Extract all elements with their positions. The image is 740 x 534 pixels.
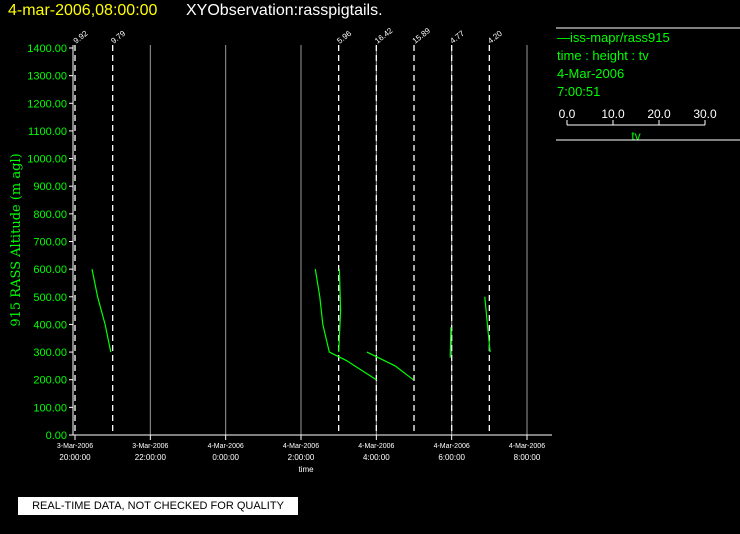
date-time-title: 4-mar-2006,08:00:00 bbox=[8, 2, 158, 19]
profile-value-label: 9.92 bbox=[72, 29, 90, 46]
legend-series: —iss-mapr/rass915 bbox=[557, 30, 670, 45]
data-profile-line bbox=[314, 269, 377, 381]
x-tick-date-label: 3-Mar-2006 bbox=[57, 443, 93, 450]
x-tick-date-label: 4-Mar-2006 bbox=[358, 443, 394, 450]
y-tick-label: 800.00 bbox=[33, 209, 67, 221]
axes-layer bbox=[72, 45, 552, 436]
legend-date: 4-Mar-2006 bbox=[557, 66, 625, 81]
y-tick-label: 300.00 bbox=[33, 347, 67, 359]
profile-value-label: 4.77 bbox=[448, 29, 466, 46]
data-profile-line bbox=[91, 268, 112, 353]
legend-scale-ticks: 0.0 10.0 20.0 30.0 tv bbox=[559, 107, 717, 143]
data-profile-line bbox=[366, 351, 414, 381]
x-tick-date-label: 3-Mar-2006 bbox=[132, 443, 168, 450]
y-tick-label: 1100.00 bbox=[28, 126, 67, 138]
quality-note: REAL-TIME DATA, NOT CHECKED FOR QUALITY bbox=[18, 497, 298, 515]
y-tick-label: 900.00 bbox=[33, 181, 67, 193]
data-profile-line bbox=[484, 296, 491, 353]
profile-value-label: 4.20 bbox=[486, 29, 504, 46]
x-tick-date-label: 4-Mar-2006 bbox=[208, 443, 244, 450]
x-tick-time-label: 4:00:00 bbox=[363, 453, 390, 462]
y-tick-label: 600.00 bbox=[33, 264, 67, 276]
legend-series-swatch: — bbox=[557, 30, 570, 45]
y-tick-label: 1400.00 bbox=[27, 43, 67, 55]
x-axis-title: time bbox=[298, 465, 314, 474]
profile-value-label: 16.42 bbox=[373, 26, 395, 46]
x-tick-time-label: 2:00:00 bbox=[288, 453, 315, 462]
legend-series-label: iss-mapr/rass915 bbox=[570, 30, 670, 45]
y-tick-label: 500.00 bbox=[33, 292, 67, 304]
legend-scale-tick-label: 30.0 bbox=[693, 107, 717, 121]
observation-title: XYObservation:rasspigtails. bbox=[186, 2, 383, 19]
legend-scale-label: tv bbox=[631, 129, 640, 143]
legend-scale-tick-label: 20.0 bbox=[647, 107, 671, 121]
x-tick-date-label: 4-Mar-2006 bbox=[283, 443, 319, 450]
y-tick-label: 200.00 bbox=[33, 375, 67, 387]
data-profile-line bbox=[338, 269, 342, 353]
profile-value-label: 5.96 bbox=[335, 29, 353, 46]
labels-layer: 9.92 9.79 5.96 16.42 15.89 4.77 4.20 0.00 100.00… bbox=[27, 26, 545, 462]
y-axis-title: 915 RASS Altitude (m agl) bbox=[9, 153, 24, 326]
x-tick-time-label: 0:00:00 bbox=[212, 453, 239, 462]
y-tick-label: 1000.00 bbox=[27, 154, 67, 166]
series-layer bbox=[91, 268, 491, 381]
x-tick-time-label: 8:00:00 bbox=[514, 453, 541, 462]
x-tick-time-label: 22:00:00 bbox=[135, 453, 167, 462]
legend-time: 7:00:51 bbox=[557, 84, 601, 99]
y-tick-label: 400.00 bbox=[33, 319, 67, 331]
profile-value-label: 15.89 bbox=[411, 26, 433, 46]
legend-scale-tick-label: 10.0 bbox=[601, 107, 625, 121]
y-tick-label: 700.00 bbox=[33, 237, 67, 249]
x-tick-time-label: 6:00:00 bbox=[438, 453, 465, 462]
x-tick-date-label: 4-Mar-2006 bbox=[509, 443, 545, 450]
profile-value-label: 9.79 bbox=[109, 29, 127, 46]
y-tick-label: 1200.00 bbox=[27, 98, 67, 110]
legend-scale-tick-label: 0.0 bbox=[559, 107, 576, 121]
y-tick-label: 1300.00 bbox=[27, 71, 67, 83]
x-tick-date-label: 4-Mar-2006 bbox=[434, 443, 470, 450]
y-tick-label: 0.00 bbox=[46, 430, 67, 442]
y-tick-label: 100.00 bbox=[33, 402, 67, 414]
x-tick-time-label: 20:00:00 bbox=[59, 453, 91, 462]
legend-line-2: time : height : tv bbox=[557, 48, 649, 63]
grid-layer bbox=[74, 45, 528, 435]
data-profile-line bbox=[449, 327, 452, 358]
